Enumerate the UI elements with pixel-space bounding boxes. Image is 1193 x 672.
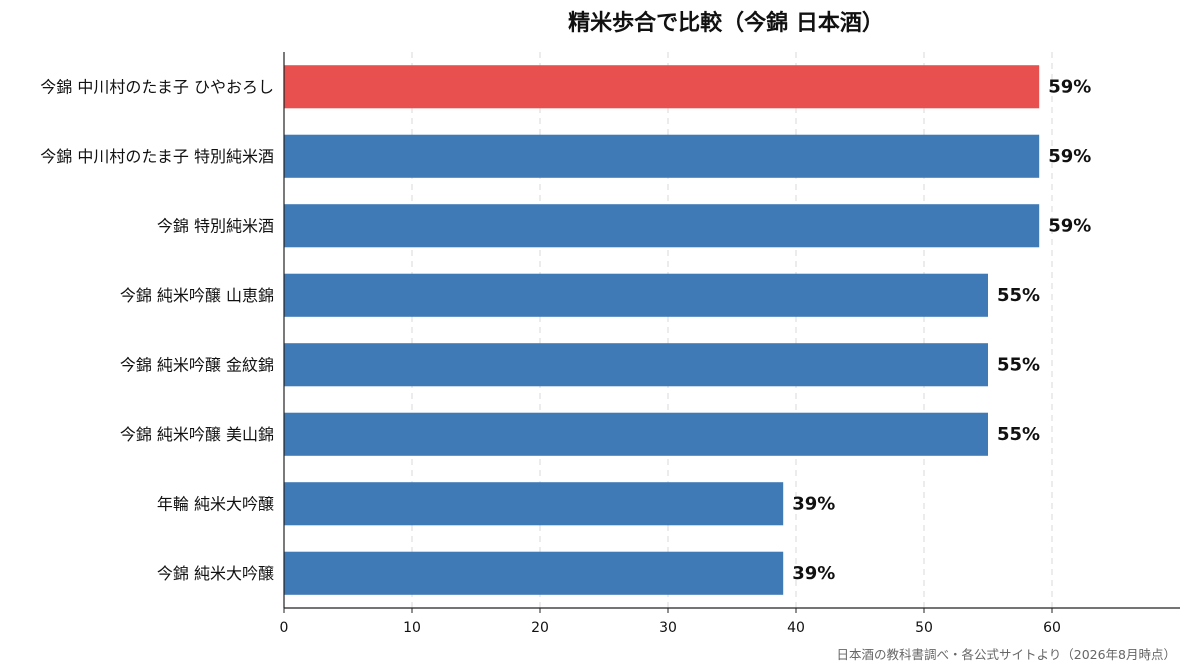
category-label: 今錦 純米吟醸 美山錦 (120, 425, 274, 444)
category-label: 今錦 中川村のたま子 特別純米酒 (40, 147, 274, 166)
bar (284, 343, 988, 387)
value-label: 39% (792, 493, 835, 514)
bar (284, 412, 988, 456)
value-label: 55% (997, 354, 1040, 375)
x-tick-label: 40 (787, 620, 805, 636)
chart-title: 精米歩合で比較（今錦 日本酒） (568, 10, 884, 36)
bars (284, 65, 1040, 595)
category-label: 今錦 中川村のたま子 ひやおろし (40, 77, 274, 96)
bar (284, 134, 1040, 178)
bar (284, 204, 1040, 248)
bar (284, 482, 784, 526)
x-tick-label: 30 (659, 620, 677, 636)
value-labels: 59% 59% 59% 55% 55% 55% 39% 39% (792, 76, 1091, 584)
axes (283, 52, 1180, 609)
value-label: 59% (1048, 146, 1091, 167)
x-tick-label: 10 (403, 620, 421, 636)
x-tick-label: 60 (1043, 620, 1061, 636)
category-label: 年輪 純米大吟醸 (157, 494, 274, 513)
value-label: 59% (1048, 76, 1091, 97)
value-label: 55% (997, 424, 1040, 445)
value-label: 55% (997, 285, 1040, 306)
x-tick-label: 20 (531, 620, 549, 636)
bar (284, 273, 988, 317)
category-label: 今錦 純米吟醸 金紋錦 (120, 355, 274, 374)
x-tick-label: 0 (280, 620, 289, 636)
x-tick-label: 50 (915, 620, 933, 636)
source-footnote: 日本酒の教科書調べ・各公式サイトより（2026年8月時点） (836, 647, 1176, 662)
category-label: 今錦 純米大吟醸 (157, 564, 274, 583)
category-label: 今錦 特別純米酒 (157, 216, 274, 235)
value-label: 59% (1048, 215, 1091, 236)
x-ticks: 0 10 20 30 40 50 60 (280, 608, 1061, 636)
category-label: 今錦 純米吟醸 山恵錦 (120, 286, 274, 305)
value-label: 39% (792, 563, 835, 584)
bar (284, 65, 1040, 109)
bar (284, 551, 784, 595)
